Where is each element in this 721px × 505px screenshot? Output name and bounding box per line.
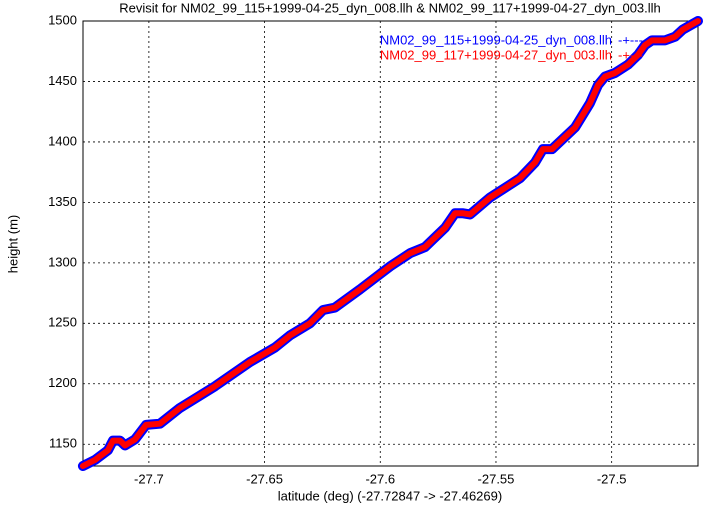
- chart-title: Revisit for NM02_99_115+1999-04-25_dyn_0…: [119, 0, 661, 15]
- y-tick-label: 1300: [48, 254, 77, 269]
- x-tick-label: -27.55: [478, 471, 515, 486]
- y-tick-label: 1150: [49, 436, 77, 451]
- x-tick-label: -27.6: [365, 471, 395, 486]
- y-axis-label: height (m): [5, 215, 20, 274]
- y-tick-label: 1500: [48, 12, 77, 27]
- x-tick-label: -27.65: [246, 471, 283, 486]
- y-tick-label: 1250: [48, 315, 77, 330]
- legend-label: NM02_99_117+1999-04-27_dyn_003.llh: [380, 47, 612, 62]
- legend-sample: -+---: [618, 32, 643, 47]
- legend-label: NM02_99_115+1999-04-25_dyn_008.llh: [380, 32, 612, 47]
- legend-sample: -+---: [618, 47, 643, 62]
- x-tick-label: -27.5: [597, 471, 627, 486]
- y-tick-label: 1450: [48, 73, 77, 88]
- data-line: [79, 18, 701, 469]
- x-axis-label: latitude (deg) (-27.72847 -> -27.46269): [278, 488, 502, 503]
- plot-frame: [82, 20, 699, 467]
- data-line: [77, 16, 703, 471]
- y-tick-label: 1400: [48, 133, 77, 148]
- y-tick-label: 1350: [48, 194, 77, 209]
- y-tick-label: 1200: [48, 375, 77, 390]
- x-tick-label: -27.7: [134, 471, 164, 486]
